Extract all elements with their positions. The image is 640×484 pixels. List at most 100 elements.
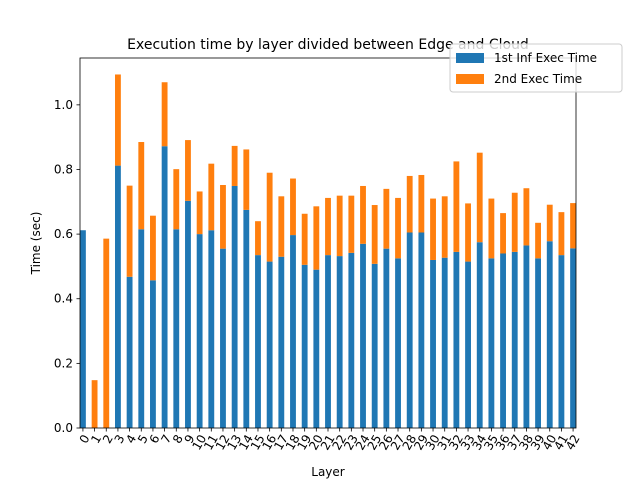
bar-series1-layer-41 (558, 255, 565, 428)
bar-series2-layer-15 (255, 221, 261, 256)
bar-series1-layer-0 (80, 230, 86, 428)
bar-series1-layer-36 (500, 253, 506, 428)
bar-series1-layer-34 (476, 242, 483, 428)
legend-swatch-1 (456, 53, 484, 63)
x-tick-label: 36 (493, 432, 513, 452)
bar-series1-layer-37 (511, 251, 518, 428)
legend-label-2: 2nd Exec Time (494, 72, 582, 86)
bar-series1-layer-19 (301, 264, 308, 428)
bar-series2-layer-16 (266, 172, 273, 262)
bar-series1-layer-3 (115, 165, 121, 429)
bar-series2-layer-41 (558, 212, 565, 256)
bar-series1-layer-21 (325, 255, 331, 428)
x-tick-label: 39 (528, 432, 548, 452)
bar-series2-layer-8 (173, 169, 180, 230)
x-tick-label: 34 (470, 432, 490, 452)
bar-series1-layer-12 (220, 248, 226, 428)
bar-series2-layer-42 (570, 203, 576, 249)
bar-series2-layer-39 (535, 222, 541, 259)
x-tick-label: 19 (295, 432, 315, 452)
bar-series1-layer-4 (126, 276, 133, 428)
bar-series1-layer-18 (290, 235, 296, 428)
bar-series2-layer-4 (126, 185, 133, 277)
bar-series2-layer-1 (91, 380, 98, 428)
x-tick-label: 30 (423, 432, 443, 452)
bar-series2-layer-31 (441, 196, 448, 258)
bar-series2-layer-34 (476, 152, 483, 243)
bar-series2-layer-10 (196, 191, 203, 235)
bar-series2-layer-33 (465, 203, 471, 262)
bar-series1-layer-33 (465, 261, 471, 428)
bar-series1-layer-24 (360, 243, 366, 428)
x-tick-label: 16 (260, 432, 280, 452)
bar-series2-layer-2 (103, 238, 110, 428)
x-axis: 0123456789101112131415161718192021222324… (77, 428, 583, 452)
x-tick-label: 12 (213, 432, 233, 452)
x-tick-label: 22 (330, 432, 350, 452)
x-tick-label: 33 (458, 432, 478, 452)
legend-label-1: 1st Inf Exec Time (494, 51, 597, 65)
bar-series2-layer-26 (383, 188, 390, 249)
x-tick-label: 15 (248, 432, 268, 452)
x-tick-label: 41 (551, 432, 571, 452)
bar-series1-layer-15 (255, 255, 261, 428)
bar-series1-layer-22 (336, 256, 343, 428)
bar-series2-layer-18 (290, 178, 296, 236)
bar-series2-layer-28 (406, 175, 413, 233)
chart-title: Execution time by layer divided between … (127, 37, 529, 53)
bar-series2-layer-19 (301, 213, 308, 265)
bar-series1-layer-6 (150, 280, 156, 428)
y-tick-label: 0.6 (54, 227, 73, 241)
y-axis-label: Time (sec) (29, 212, 43, 276)
x-tick-label: 29 (411, 432, 431, 452)
bar-series2-layer-32 (453, 161, 460, 252)
bar-series2-layer-17 (278, 196, 285, 257)
bar-series1-layer-31 (441, 257, 448, 428)
bar-series1-layer-32 (453, 251, 460, 428)
bar-series1-layer-25 (371, 263, 378, 428)
bar-series2-layer-5 (138, 142, 145, 230)
bar-series1-layer-27 (395, 258, 401, 428)
x-axis-label: Layer (311, 465, 345, 479)
bar-series2-layer-21 (325, 197, 331, 256)
bar-series1-layer-13 (231, 185, 238, 428)
x-tick-label: 37 (505, 432, 525, 452)
bar-series2-layer-3 (115, 74, 121, 166)
x-tick-label: 35 (481, 432, 501, 452)
y-tick-label: 0.0 (54, 421, 73, 435)
bar-series2-layer-35 (488, 198, 495, 259)
bar-series1-layer-20 (313, 269, 320, 428)
x-tick-label: 25 (365, 432, 385, 452)
bar-series1-layer-14 (243, 209, 250, 428)
bar-series2-layer-11 (208, 163, 215, 231)
plot-frame (79, 57, 577, 429)
x-tick-label: 23 (341, 432, 361, 452)
x-tick-label: 24 (353, 432, 373, 452)
bar-series2-layer-36 (500, 213, 506, 254)
bar-series2-layer-22 (336, 195, 343, 257)
x-tick-label: 11 (201, 432, 221, 452)
bar-series2-layer-29 (418, 174, 425, 233)
x-tick-label: 32 (446, 432, 466, 452)
bar-series1-layer-30 (430, 259, 436, 428)
bar-series1-layer-40 (546, 241, 553, 428)
bar-series2-layer-25 (371, 205, 378, 264)
legend: 1st Inf Exec Time 2nd Exec Time (449, 43, 623, 93)
bar-series1-layer-35 (488, 258, 495, 428)
x-tick-label: 42 (563, 432, 583, 452)
bar-series2-layer-12 (220, 185, 226, 249)
x-tick-label: 18 (283, 432, 303, 452)
bar-series2-layer-6 (150, 215, 156, 281)
y-tick-label: 0.8 (54, 162, 73, 176)
bar-series2-layer-30 (430, 198, 436, 260)
y-tick-label: 1.0 (54, 98, 73, 112)
x-tick-label: 27 (388, 432, 408, 452)
bar-series2-layer-23 (348, 195, 355, 253)
bar-series2-layer-14 (243, 149, 250, 210)
bar-series2-layer-40 (546, 204, 553, 242)
bar-series1-layer-26 (383, 248, 390, 428)
bar-series2-layer-24 (360, 185, 366, 244)
x-tick-label: 31 (435, 432, 455, 452)
